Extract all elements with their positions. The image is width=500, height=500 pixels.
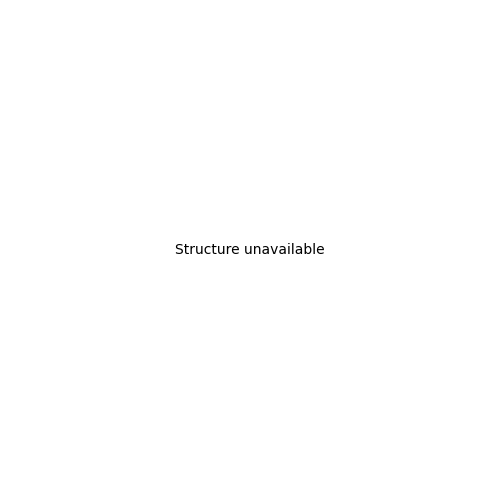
- Text: Structure unavailable: Structure unavailable: [175, 243, 325, 257]
